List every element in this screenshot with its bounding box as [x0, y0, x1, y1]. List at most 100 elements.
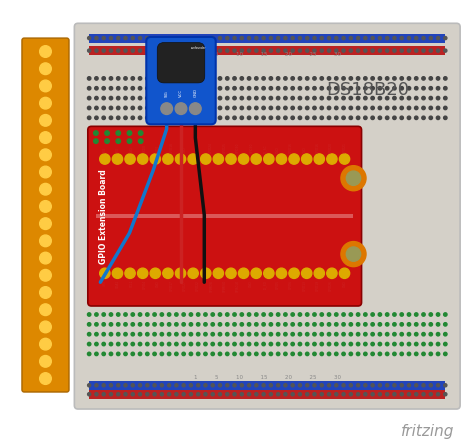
Circle shape: [429, 383, 432, 387]
Circle shape: [349, 106, 353, 110]
Circle shape: [349, 323, 353, 326]
Circle shape: [175, 313, 178, 316]
Text: DS18B20: DS18B20: [327, 81, 410, 99]
Circle shape: [219, 323, 222, 326]
Circle shape: [276, 49, 280, 52]
Circle shape: [306, 86, 309, 90]
Circle shape: [342, 383, 345, 387]
Circle shape: [349, 332, 353, 336]
Circle shape: [160, 77, 164, 80]
Circle shape: [415, 342, 418, 346]
Circle shape: [349, 313, 353, 316]
Circle shape: [204, 86, 207, 90]
Circle shape: [131, 342, 135, 346]
Circle shape: [204, 392, 207, 396]
Circle shape: [117, 106, 120, 110]
Circle shape: [378, 77, 382, 80]
Circle shape: [320, 313, 323, 316]
Circle shape: [342, 96, 345, 100]
Circle shape: [328, 116, 331, 120]
Circle shape: [269, 86, 273, 90]
Circle shape: [219, 106, 222, 110]
Circle shape: [219, 313, 222, 316]
Circle shape: [437, 106, 440, 110]
Circle shape: [182, 37, 185, 40]
Circle shape: [385, 332, 389, 336]
Circle shape: [226, 116, 229, 120]
Circle shape: [95, 323, 98, 326]
Circle shape: [335, 106, 338, 110]
Circle shape: [400, 96, 403, 100]
Circle shape: [189, 323, 192, 326]
Circle shape: [356, 383, 360, 387]
Circle shape: [95, 49, 98, 52]
Circle shape: [247, 313, 251, 316]
Circle shape: [306, 49, 309, 52]
Circle shape: [422, 323, 425, 326]
Circle shape: [264, 268, 274, 279]
Circle shape: [40, 97, 51, 109]
Circle shape: [385, 342, 389, 346]
Circle shape: [407, 323, 410, 326]
Circle shape: [109, 37, 112, 40]
Circle shape: [339, 154, 350, 164]
Text: SCL1: SCL1: [129, 280, 134, 287]
Circle shape: [146, 116, 149, 120]
Circle shape: [160, 323, 164, 326]
Circle shape: [153, 392, 156, 396]
Circle shape: [138, 49, 142, 52]
Circle shape: [175, 268, 186, 279]
Circle shape: [378, 37, 382, 40]
Circle shape: [393, 106, 396, 110]
Circle shape: [255, 313, 258, 316]
Circle shape: [437, 383, 439, 387]
Circle shape: [204, 96, 207, 100]
Circle shape: [429, 342, 432, 346]
Circle shape: [328, 37, 330, 40]
Circle shape: [407, 116, 410, 120]
Circle shape: [226, 383, 229, 387]
Circle shape: [306, 77, 309, 80]
Circle shape: [328, 77, 331, 80]
Circle shape: [226, 77, 229, 80]
Circle shape: [393, 96, 396, 100]
Circle shape: [385, 96, 389, 100]
Circle shape: [255, 77, 258, 80]
Circle shape: [364, 96, 367, 100]
Circle shape: [131, 352, 135, 356]
Circle shape: [335, 313, 338, 316]
Circle shape: [364, 392, 367, 396]
Circle shape: [131, 313, 135, 316]
Circle shape: [306, 383, 309, 387]
Circle shape: [167, 323, 171, 326]
FancyBboxPatch shape: [146, 37, 216, 125]
Circle shape: [371, 106, 374, 110]
Circle shape: [306, 313, 309, 316]
Circle shape: [167, 383, 171, 387]
Circle shape: [153, 96, 156, 100]
Circle shape: [117, 332, 120, 336]
Circle shape: [407, 86, 410, 90]
Circle shape: [437, 313, 440, 316]
Circle shape: [364, 49, 367, 52]
Circle shape: [276, 86, 280, 90]
Circle shape: [153, 342, 156, 346]
Text: GND: GND: [249, 280, 253, 287]
Circle shape: [213, 154, 224, 164]
Circle shape: [306, 323, 309, 326]
Circle shape: [313, 77, 316, 80]
Circle shape: [298, 116, 301, 120]
Circle shape: [255, 96, 258, 100]
Text: GPIO16: GPIO16: [316, 142, 320, 152]
Circle shape: [124, 37, 127, 40]
Circle shape: [393, 49, 396, 52]
Circle shape: [182, 392, 185, 396]
Circle shape: [437, 323, 440, 326]
Circle shape: [429, 352, 432, 356]
Circle shape: [219, 49, 221, 52]
Circle shape: [124, 313, 127, 316]
Circle shape: [211, 77, 214, 80]
FancyBboxPatch shape: [88, 126, 362, 306]
Circle shape: [386, 392, 389, 396]
Text: 1          5          10          15          20          25          30: 1 5 10 15 20 25 30: [194, 375, 341, 380]
